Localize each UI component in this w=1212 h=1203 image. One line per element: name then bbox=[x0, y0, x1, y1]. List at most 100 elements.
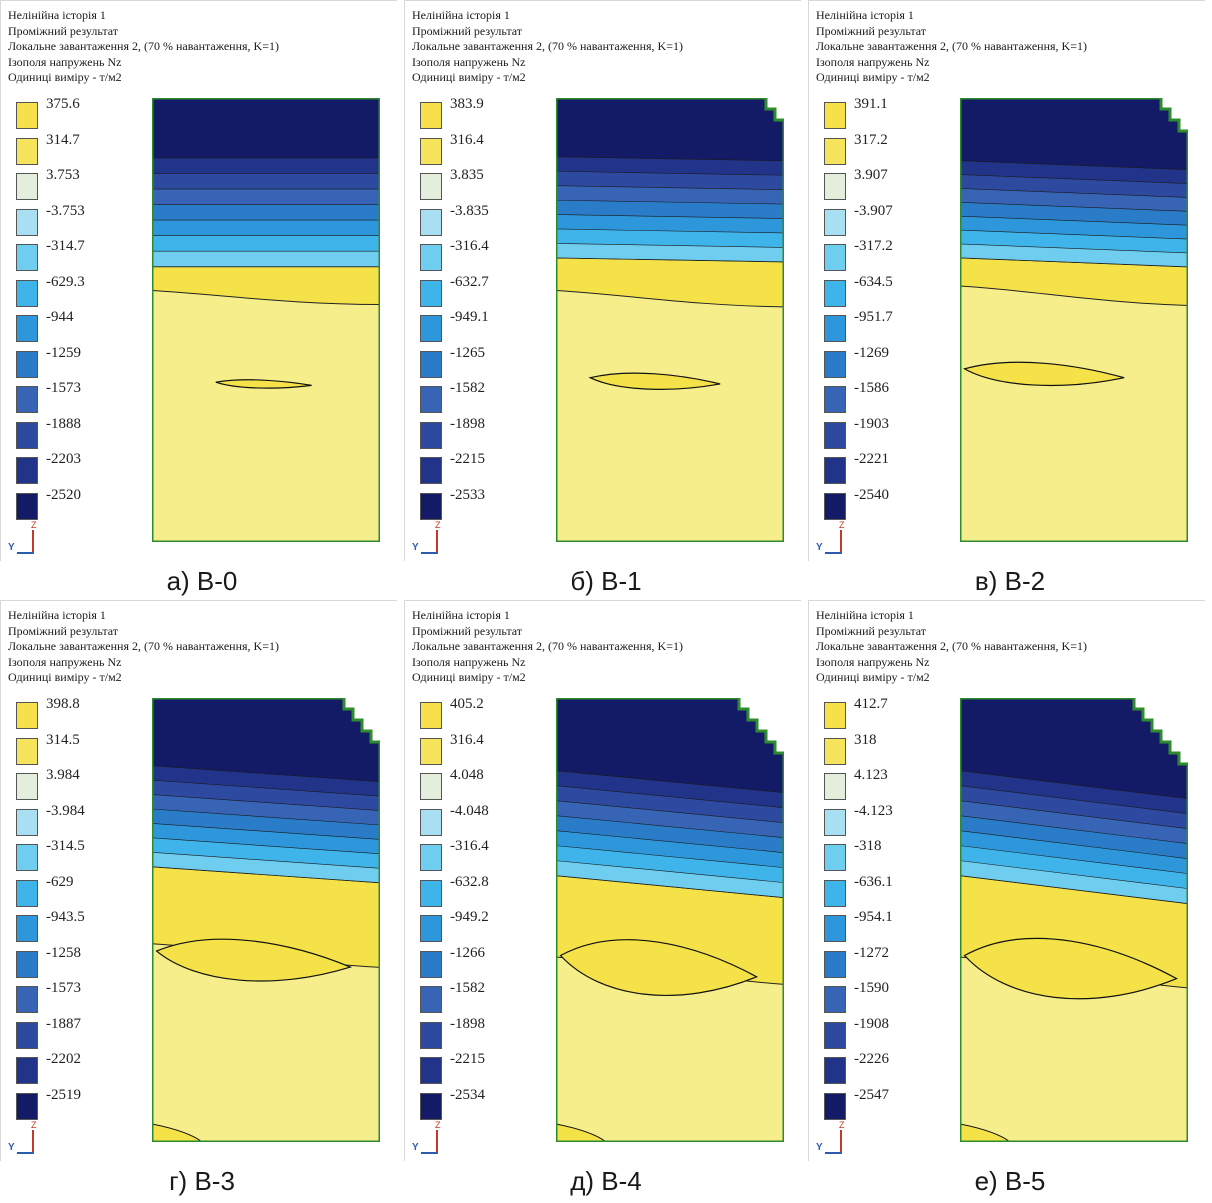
header-line: Нелінійна історія 1 bbox=[8, 608, 106, 622]
contour-plot bbox=[556, 698, 784, 1142]
legend-swatch bbox=[16, 279, 38, 307]
legend-swatch bbox=[420, 737, 442, 765]
legend-swatch bbox=[824, 173, 846, 200]
color-legend: 405.2 316.4 4.048 -4.048 -316.4 -632.8 -949.2 -… bbox=[420, 696, 530, 1122]
legend-swatch bbox=[16, 492, 38, 520]
legend-value: -316.4 bbox=[450, 238, 489, 254]
legend-value: 4.123 bbox=[854, 767, 888, 783]
legend-value: -4.048 bbox=[450, 802, 489, 819]
yellow-band bbox=[960, 257, 1188, 306]
z-axis-label: Z bbox=[31, 1120, 37, 1130]
panel-frame bbox=[808, 0, 1205, 561]
legend-value: -316.4 bbox=[450, 838, 489, 854]
header-line: Ізополя напружень Nz bbox=[8, 54, 122, 69]
legend-value: -2547 bbox=[854, 1086, 889, 1103]
panel-caption: д) В-4 bbox=[570, 1166, 642, 1196]
color-legend: 391.1 317.2 3.907 -3.907 -317.2 -634.5 -951.7 -… bbox=[824, 96, 934, 522]
header-line: Ізополя напружень Nz bbox=[8, 654, 122, 669]
z-axis-label: Z bbox=[435, 1120, 441, 1130]
header-line: Локальне завантаження 2, (70 % навантаже… bbox=[8, 639, 279, 653]
legend-swatch bbox=[420, 915, 442, 942]
legend-swatch bbox=[824, 702, 846, 729]
legend-swatch bbox=[420, 421, 442, 449]
legend-swatch bbox=[16, 737, 38, 765]
panel-caption: в) В-2 bbox=[974, 566, 1046, 596]
y-axis-arrow bbox=[421, 1152, 437, 1154]
legend-swatch bbox=[824, 244, 846, 271]
legend-swatch bbox=[420, 386, 442, 413]
legend-swatch bbox=[824, 844, 846, 871]
panel-caption: г) В-3 bbox=[169, 1166, 235, 1196]
legend-swatch bbox=[420, 137, 442, 165]
legend-value: 398.8 bbox=[46, 696, 80, 712]
color-legend: 375.6 314.7 3.753 -3.753 -314.7 -629.3 -944 -12… bbox=[16, 96, 126, 522]
legend-value: -4.123 bbox=[854, 802, 893, 819]
panel-frame bbox=[0, 600, 397, 1161]
legend-swatch bbox=[824, 915, 846, 942]
y-axis-label: Y bbox=[412, 542, 419, 553]
legend-swatch bbox=[824, 1057, 846, 1084]
legend-swatch bbox=[824, 315, 846, 342]
y-axis-label: Y bbox=[816, 1142, 823, 1153]
legend-value: -2226 bbox=[854, 1051, 889, 1067]
legend-value: -1258 bbox=[46, 944, 81, 961]
legend-swatch bbox=[16, 1021, 38, 1049]
panel-header: Нелінійна історія 1 Проміжний результат Ло… bbox=[8, 608, 279, 686]
legend-swatch bbox=[420, 457, 442, 484]
blue-stress-band bbox=[960, 698, 1188, 800]
legend-value: -2540 bbox=[854, 486, 889, 503]
z-axis-arrow bbox=[32, 530, 34, 554]
legend-swatch bbox=[824, 879, 846, 907]
contour-plot bbox=[960, 98, 1188, 542]
legend-swatch bbox=[16, 879, 38, 907]
contour-panel: Нелінійна історія 1 Проміжний результат Ло… bbox=[404, 600, 808, 1200]
header-line: Нелінійна історія 1 bbox=[412, 608, 510, 622]
panel-frame bbox=[808, 600, 1205, 1161]
legend-value: -1586 bbox=[854, 380, 889, 396]
corner-contour bbox=[556, 1123, 607, 1142]
legend-value: 318 bbox=[854, 731, 877, 748]
contour-svg bbox=[556, 698, 784, 1142]
z-axis-arrow bbox=[436, 530, 438, 554]
contour-plot bbox=[556, 98, 784, 542]
legend-value: -629 bbox=[46, 873, 74, 890]
contour-panel: Нелінійна історія 1 Проміжний результат Ло… bbox=[808, 0, 1212, 600]
header-line: Одиниці виміру - т/м2 bbox=[816, 670, 930, 684]
color-legend: 398.8 314.5 3.984 -3.984 -314.5 -629 -943.5 -12… bbox=[16, 696, 126, 1122]
header-line: Ізополя напружень Nz bbox=[412, 654, 526, 669]
legend-value: -3.907 bbox=[854, 202, 893, 219]
legend-value: -318 bbox=[854, 838, 882, 854]
legend-swatch bbox=[16, 173, 38, 200]
panel-header: Нелінійна історія 1 Проміжний результат Ло… bbox=[8, 8, 279, 86]
header-line: Одиниці виміру - т/м2 bbox=[412, 670, 526, 684]
legend-value: -3.984 bbox=[46, 802, 85, 819]
legend-value: -2533 bbox=[450, 486, 485, 503]
legend-value: -1590 bbox=[854, 980, 889, 996]
legend-value: -2520 bbox=[46, 486, 81, 503]
z-axis-label: Z bbox=[839, 520, 845, 530]
yellow-band bbox=[556, 257, 784, 308]
legend-swatch bbox=[420, 986, 442, 1013]
legend-swatch bbox=[16, 244, 38, 271]
panel-frame bbox=[0, 0, 397, 561]
legend-value: 405.2 bbox=[450, 696, 484, 712]
legend-value: -1908 bbox=[854, 1015, 889, 1032]
header-line: Проміжний результат bbox=[816, 23, 927, 38]
header-line: Проміжний результат bbox=[412, 623, 523, 638]
legend-value: 314.5 bbox=[46, 731, 80, 748]
y-axis-arrow bbox=[825, 552, 841, 554]
contour-svg bbox=[960, 698, 1188, 1142]
legend-value: 383.9 bbox=[450, 96, 484, 112]
legend-value: -1898 bbox=[450, 415, 485, 432]
header-line: Локальне завантаження 2, (70 % навантаже… bbox=[816, 639, 1087, 653]
lens-contour bbox=[215, 379, 312, 389]
blue-stress-band bbox=[152, 698, 380, 783]
legend-value: -3.753 bbox=[46, 202, 85, 219]
contour-svg bbox=[960, 98, 1188, 542]
legend-swatch bbox=[824, 1021, 846, 1049]
y-axis-arrow bbox=[421, 552, 437, 554]
legend-swatch bbox=[420, 844, 442, 871]
plot-border bbox=[960, 98, 1188, 542]
